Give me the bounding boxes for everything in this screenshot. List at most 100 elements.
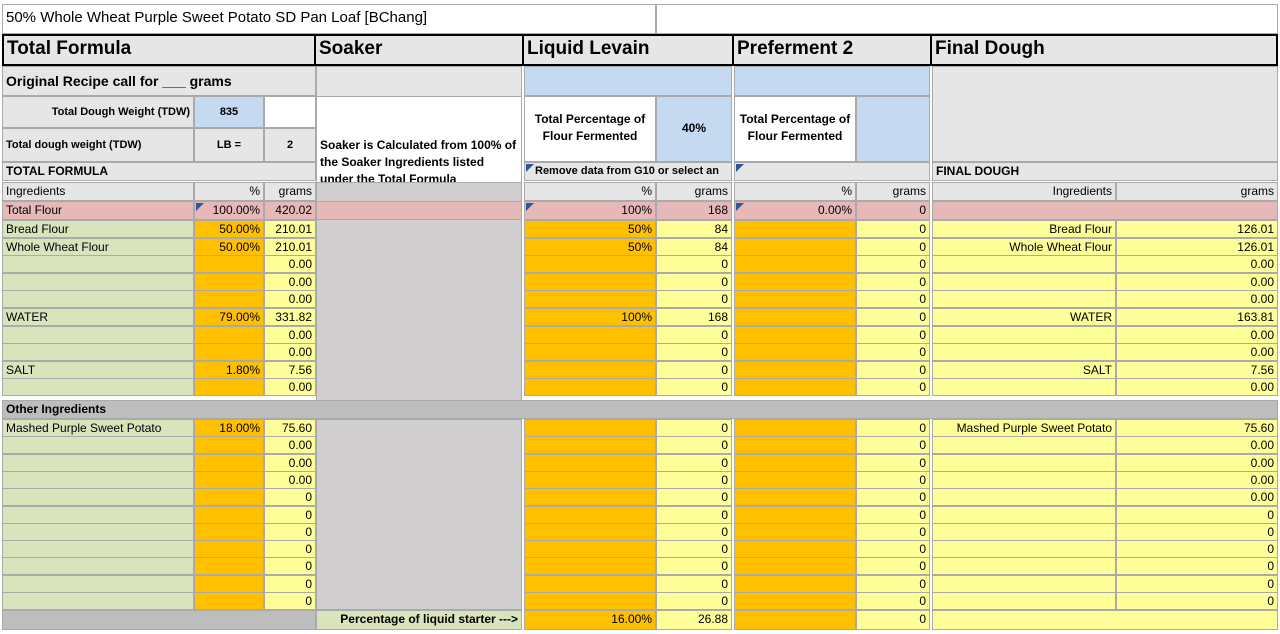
preferment-pct[interactable] — [734, 220, 856, 238]
fd-ingredient-name[interactable] — [932, 290, 1116, 308]
preferment-grams[interactable]: 0 — [856, 273, 930, 291]
preferment-tpf-value[interactable] — [856, 96, 930, 162]
ingredient-grams[interactable]: 0.00 — [264, 273, 316, 291]
fd-other-grams[interactable]: 0 — [1116, 540, 1278, 558]
preferment-flag-cell[interactable] — [734, 162, 930, 181]
fd-other-grams[interactable]: 0 — [1116, 523, 1278, 541]
liquid-starter-label[interactable]: Percentage of liquid starter ---> — [316, 610, 522, 630]
levain-other-pct[interactable] — [524, 471, 656, 489]
fd-ingredient-grams[interactable]: 0.00 — [1116, 290, 1278, 308]
preferment-pct[interactable] — [734, 361, 856, 379]
preferment-pct[interactable] — [734, 326, 856, 344]
fd-ingredients-header[interactable]: Ingredients — [932, 182, 1116, 201]
levain-other-grams[interactable]: 0 — [656, 592, 732, 610]
preferment-total-flour-pct[interactable]: 0.00% — [734, 201, 856, 220]
levain-pct[interactable] — [524, 343, 656, 361]
original-recipe-label[interactable]: Original Recipe call for ___ grams — [2, 66, 316, 96]
levain-total-flour-grams[interactable]: 168 — [656, 201, 732, 220]
total-flour-grams[interactable]: 420.02 — [264, 201, 316, 220]
fd-ingredient-name[interactable]: Whole Wheat Flour — [932, 238, 1116, 256]
ingredient-grams[interactable]: 331.82 — [264, 308, 316, 326]
levain-total-flour-pct[interactable]: 100% — [524, 201, 656, 220]
ingredient-pct[interactable] — [194, 255, 264, 273]
ingredient-name[interactable] — [2, 255, 194, 273]
levain-other-grams[interactable]: 0 — [656, 575, 732, 593]
levain-other-pct[interactable] — [524, 436, 656, 454]
preferment-other-pct[interactable] — [734, 454, 856, 472]
other-ingredient-name[interactable] — [2, 488, 194, 506]
levain-pct[interactable]: 50% — [524, 238, 656, 256]
empty-cell[interactable] — [656, 4, 1278, 34]
fd-other-name[interactable] — [932, 540, 1116, 558]
ingredient-name[interactable]: SALT — [2, 361, 194, 379]
levain-grams[interactable]: 0 — [656, 326, 732, 344]
preferment-other-pct[interactable] — [734, 436, 856, 454]
levain-pct[interactable] — [524, 273, 656, 291]
other-ingredient-grams[interactable]: 0 — [264, 506, 316, 524]
preferment-other-grams[interactable]: 0 — [856, 454, 930, 472]
fd-grams-header[interactable]: grams — [1116, 182, 1278, 201]
fd-other-grams[interactable]: 0 — [1116, 575, 1278, 593]
fd-other-name[interactable] — [932, 454, 1116, 472]
ingredient-name[interactable]: WATER — [2, 308, 194, 326]
ingredient-pct[interactable] — [194, 378, 264, 396]
levain-grams[interactable]: 168 — [656, 308, 732, 326]
preferment-other-pct[interactable] — [734, 592, 856, 610]
other-ingredient-name[interactable] — [2, 471, 194, 489]
preferment-other-grams[interactable]: 0 — [856, 592, 930, 610]
tdw-lb-unit[interactable]: LB = — [194, 128, 264, 162]
ingredient-name[interactable] — [2, 290, 194, 308]
fd-other-name[interactable] — [932, 506, 1116, 524]
levain-other-grams[interactable]: 0 — [656, 540, 732, 558]
levain-pct-header[interactable]: % — [524, 182, 656, 201]
levain-grams[interactable]: 0 — [656, 343, 732, 361]
fd-other-name[interactable] — [932, 523, 1116, 541]
preferment-pct[interactable] — [734, 378, 856, 396]
ingredient-pct[interactable]: 1.80% — [194, 361, 264, 379]
fd-ingredient-name[interactable] — [932, 378, 1116, 396]
levain-other-grams[interactable]: 0 — [656, 523, 732, 541]
fd-other-name[interactable] — [932, 575, 1116, 593]
levain-other-grams[interactable]: 0 — [656, 506, 732, 524]
fd-other-grams[interactable]: 0 — [1116, 592, 1278, 610]
ingredient-pct[interactable] — [194, 290, 264, 308]
levain-grams-header[interactable]: grams — [656, 182, 732, 201]
preferment-grams[interactable]: 0 — [856, 255, 930, 273]
ingredient-name[interactable]: Bread Flour — [2, 220, 194, 238]
levain-other-grams[interactable]: 0 — [656, 419, 732, 437]
other-ingredient-pct[interactable] — [194, 454, 264, 472]
preferment-bottom-pct[interactable] — [734, 610, 856, 630]
levain-other-grams[interactable]: 0 — [656, 454, 732, 472]
levain-pct[interactable] — [524, 255, 656, 273]
ingredients-header[interactable]: Ingredients — [2, 182, 194, 201]
levain-other-pct[interactable] — [524, 540, 656, 558]
grams-header[interactable]: grams — [264, 182, 316, 201]
pct-header[interactable]: % — [194, 182, 264, 201]
levain-other-pct[interactable] — [524, 592, 656, 610]
levain-other-pct[interactable] — [524, 419, 656, 437]
levain-grams[interactable]: 0 — [656, 255, 732, 273]
other-ingredient-pct[interactable] — [194, 557, 264, 575]
fd-ingredient-name[interactable]: SALT — [932, 361, 1116, 379]
fd-ingredient-grams[interactable]: 0.00 — [1116, 255, 1278, 273]
levain-pct[interactable] — [524, 378, 656, 396]
preferment-other-grams[interactable]: 0 — [856, 436, 930, 454]
preferment-other-pct[interactable] — [734, 540, 856, 558]
section-header-soaker[interactable]: Soaker — [314, 34, 524, 66]
total-flour-label[interactable]: Total Flour — [2, 201, 194, 220]
ingredient-grams[interactable]: 210.01 — [264, 238, 316, 256]
other-ingredient-grams[interactable]: 0.00 — [264, 454, 316, 472]
other-ingredient-name[interactable]: Mashed Purple Sweet Potato — [2, 419, 194, 437]
fd-total-flour[interactable] — [932, 201, 1278, 220]
preferment-pct[interactable] — [734, 255, 856, 273]
levain-grams[interactable]: 84 — [656, 220, 732, 238]
preferment-other-pct[interactable] — [734, 506, 856, 524]
preferment-pct[interactable] — [734, 343, 856, 361]
preferment-grams-header[interactable]: grams — [856, 182, 930, 201]
levain-blue-cell[interactable] — [524, 66, 732, 96]
preferment-other-grams[interactable]: 0 — [856, 557, 930, 575]
fd-other-grams[interactable]: 75.60 — [1116, 419, 1278, 437]
other-ingredient-grams[interactable]: 0.00 — [264, 436, 316, 454]
preferment-grams[interactable]: 0 — [856, 343, 930, 361]
levain-other-grams[interactable]: 0 — [656, 471, 732, 489]
